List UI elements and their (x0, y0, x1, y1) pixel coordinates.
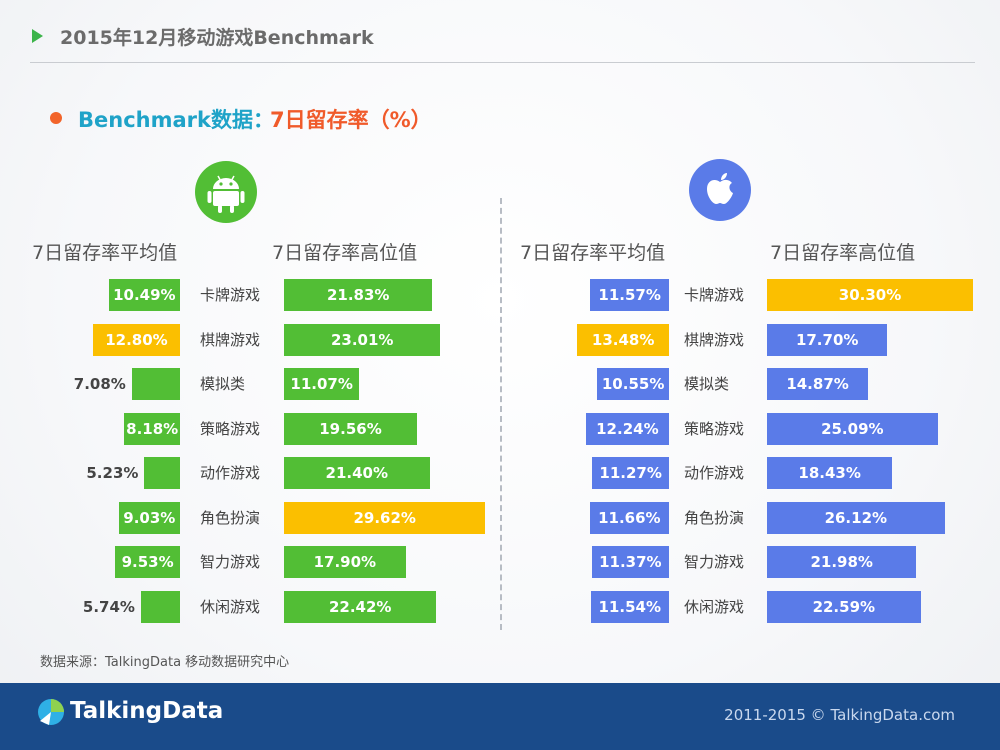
ios-category-label: 策略游戏 (684, 419, 745, 438)
ios-high-label: 25.09% (821, 419, 884, 438)
android-avg-label: 8.18% (126, 419, 179, 438)
android-category-label: 模拟类 (200, 375, 246, 393)
ios-high-label: 22.59% (812, 597, 876, 616)
platform-divider (500, 198, 502, 630)
android-category-label: 动作游戏 (200, 464, 261, 482)
android-avg-bar (124, 412, 180, 445)
ios-high-label: 14.87% (786, 375, 849, 393)
android-category-label: 棋牌游戏 (200, 330, 261, 349)
android-avg-label: 5.23% (86, 464, 139, 482)
android-avg-label: 9.03% (123, 508, 176, 527)
ios-avg-bar (589, 501, 669, 534)
ios-high-label: 17.70% (795, 330, 859, 349)
android-high-label: 21.40% (325, 464, 388, 482)
ios-avg-bar (597, 368, 669, 400)
play-triangle-icon (32, 29, 43, 43)
apple-icon (689, 159, 751, 221)
android-avg-bar (115, 546, 180, 578)
android-category-label: 休闲游戏 (200, 597, 261, 616)
footer-logo-text: TalkingData (70, 698, 224, 724)
ios-high-bar (767, 546, 917, 578)
android-avg-bar (108, 279, 180, 311)
ios-high-bar (767, 323, 888, 356)
ios-avg-label: 11.66% (598, 508, 661, 527)
android-category-label: 角色扮演 (200, 508, 261, 527)
android-high-label: 11.07% (290, 375, 353, 393)
android-high-label: 19.56% (319, 419, 382, 438)
ios-high-bar (767, 501, 945, 534)
ios-avg-label: 11.54% (598, 597, 661, 616)
android-high-bar (284, 412, 417, 445)
ios-high-bar (767, 590, 921, 623)
ios-high-bar (767, 412, 938, 445)
ios-avg-bar (585, 412, 669, 445)
ios-avg-label: 11.37% (599, 553, 662, 571)
android-avg-heading: 7日留存率平均值 (32, 242, 178, 264)
ios-high-bar (767, 279, 974, 311)
ios-category-label: 模拟类 (684, 375, 730, 393)
talkingdata-logo-icon (36, 697, 66, 731)
ios-avg-bar (591, 546, 669, 578)
android-avg-label: 5.74% (82, 597, 135, 616)
android-high-label: 22.42% (328, 597, 392, 616)
android-avg-label: 9.53% (121, 553, 174, 571)
android-high-label: 21.83% (326, 286, 390, 304)
android-avg-label: 10.49% (113, 286, 176, 304)
ios-high-label: 21.98% (810, 553, 873, 571)
android-avg-bar (140, 590, 180, 623)
ios-category-label: 棋牌游戏 (684, 330, 745, 349)
android-category-label: 卡牌游戏 (200, 286, 261, 304)
ios-high-bar (767, 368, 869, 400)
android-high-bar (284, 546, 406, 578)
android-high-bar (284, 590, 437, 623)
ios-avg-bar (590, 590, 669, 623)
android-high-label: 17.90% (313, 553, 377, 571)
android-avg-label: 7.08% (73, 375, 126, 393)
ios-high-label: 26.12% (824, 508, 888, 527)
ios-high-heading: 7日留存率高位值 (770, 242, 916, 264)
android-high-label: 23.01% (330, 330, 394, 349)
android-avg-bar (118, 501, 180, 534)
ios-avg-bar (590, 279, 669, 311)
ios-avg-label: 12.24% (596, 419, 659, 438)
ios-avg-label: 11.57% (598, 286, 661, 304)
page-title: 2015年12月移动游戏Benchmark (60, 27, 374, 49)
bullet-dot-icon (50, 112, 62, 124)
android-high-bar (284, 323, 441, 356)
android-avg-bar (131, 368, 180, 400)
data-source: 数据来源：TalkingData 移动数据研究中心 (40, 655, 290, 670)
android-avg-bar (92, 323, 180, 356)
ios-category-label: 卡牌游戏 (684, 286, 745, 304)
ios-avg-label: 10.55% (601, 375, 665, 393)
ios-category-label: 休闲游戏 (684, 597, 745, 616)
ios-avg-heading: 7日留存率平均值 (520, 242, 666, 264)
android-high-bar (284, 368, 360, 400)
copyright: 2011-2015 © TalkingData.com (724, 706, 955, 724)
android-high-bar (284, 279, 433, 311)
android-high-label: 29.62% (353, 508, 416, 527)
ios-category-label: 智力游戏 (684, 553, 745, 571)
footer-bar (0, 683, 1000, 750)
android-icon (195, 161, 257, 223)
ios-avg-bar (577, 323, 669, 356)
android-avg-bar (144, 457, 180, 489)
ios-avg-bar (592, 457, 669, 489)
android-high-bar (284, 457, 430, 489)
android-category-label: 策略游戏 (200, 419, 261, 438)
ios-category-label: 动作游戏 (684, 464, 745, 482)
ios-high-label: 30.30% (838, 286, 902, 304)
android-avg-label: 12.80% (105, 330, 168, 349)
ios-high-label: 18.43% (798, 464, 861, 482)
header-divider (30, 62, 975, 63)
subtitle-prefix: Benchmark数据： (78, 108, 274, 132)
ios-avg-label: 11.27% (599, 464, 662, 482)
ios-avg-label: 13.48% (591, 330, 655, 349)
ios-category-label: 角色扮演 (684, 508, 745, 527)
subtitle-metric: 7日留存率（%） (270, 108, 432, 132)
android-high-bar (284, 501, 486, 534)
android-high-heading: 7日留存率高位值 (272, 242, 418, 264)
android-category-label: 智力游戏 (200, 553, 261, 571)
ios-high-bar (767, 457, 893, 489)
